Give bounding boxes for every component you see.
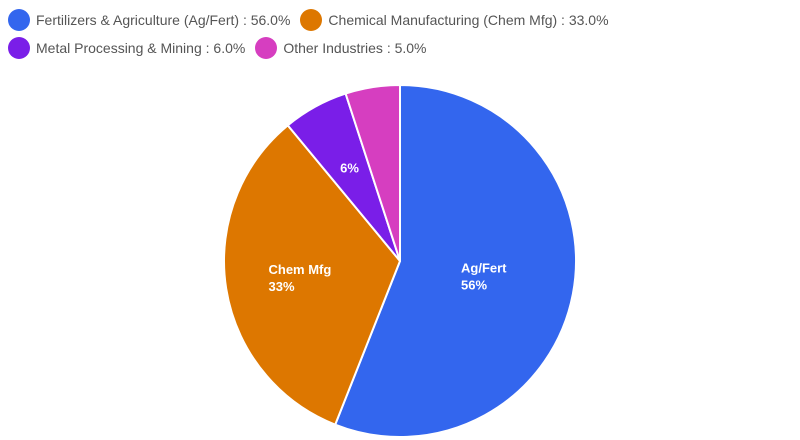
legend-item-metal-processing[interactable]: Metal Processing & Mining : 6.0% (8, 37, 245, 59)
legend-swatch-metal-processing (8, 37, 30, 59)
legend-label-metal-processing: Metal Processing & Mining : 6.0% (36, 40, 246, 56)
legend-label-ag-fert: Fertilizers & Agriculture (Ag/Fert) : 56… (36, 12, 291, 28)
legend-label-chem-mfg: Chemical Manufacturing (Chem Mfg) : 33.0… (328, 12, 609, 28)
pie-slice-ag-fert[interactable] (334, 84, 577, 438)
slice-label-chem-mfg: Chem Mfg 33% (269, 262, 332, 294)
pie-slice-chem-mfg[interactable] (223, 124, 401, 426)
chart-legend: Fertilizers & Agriculture (Ag/Fert) : 56… (8, 6, 788, 62)
legend-swatch-chem-mfg (300, 9, 323, 31)
legend-item-ag-fert[interactable]: Fertilizers & Agriculture (Ag/Fert) : 56… (8, 9, 290, 31)
legend-row-2: Metal Processing & Mining : 6.0% Other I… (8, 34, 788, 62)
legend-item-other-industries[interactable]: Other Industries : 5.0% (255, 37, 427, 59)
legend-label-other-industries: Other Industries : 5.0% (283, 40, 427, 56)
legend-swatch-ag-fert (8, 9, 30, 31)
pie-slice-other-industries[interactable] (344, 84, 401, 262)
slice-label-metal-processing: 6% (340, 161, 359, 176)
legend-item-chem-mfg[interactable]: Chemical Manufacturing (Chem Mfg) : 33.0… (300, 9, 609, 31)
slice-label-ag-fert: Ag/Fert 56% (461, 260, 507, 292)
legend-row-1: Fertilizers & Agriculture (Ag/Fert) : 56… (8, 6, 788, 34)
legend-swatch-other-industries (255, 37, 278, 59)
